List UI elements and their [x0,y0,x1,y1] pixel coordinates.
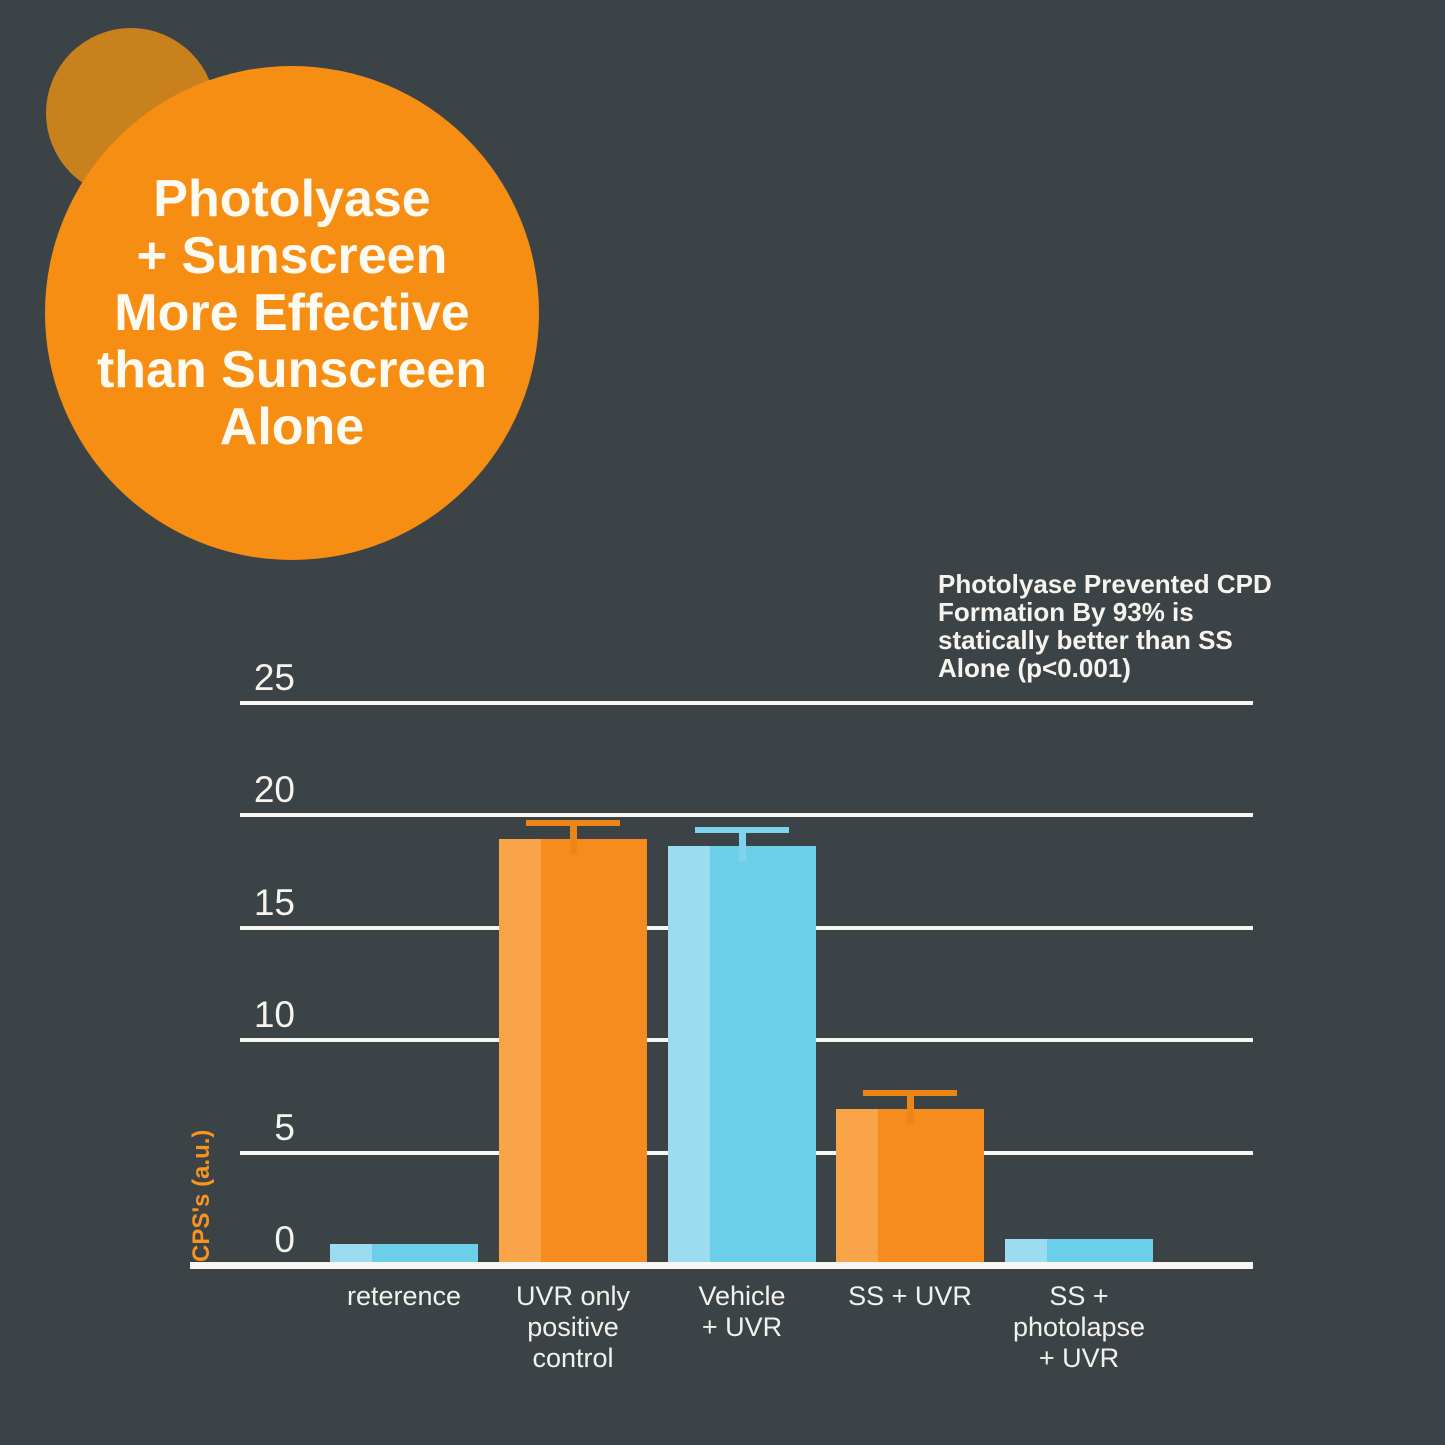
error-bar-cap-3 [863,1089,957,1096]
x-label-line: Vehicle [698,1281,786,1311]
x-label-line: SS + UVR [848,1281,972,1311]
bar-3-ss-uvr [836,1109,984,1262]
x-axis-line [190,1262,1253,1269]
y-tick-25: 25 [253,656,295,698]
gridline-25 [240,700,1253,705]
bar-4-ss-photolapse-uvr [1005,1239,1153,1262]
chart-annotation: Photolyase Prevented CPD Formation By 93… [938,570,1283,682]
annotation-line-3: statically better than SS [938,625,1233,655]
bar-highlight-strip [836,1109,878,1262]
x-label-line: + UVR [1038,1343,1120,1373]
y-tick-5: 5 [274,1106,295,1148]
bar-1-uvr-only-positive-control [499,839,647,1262]
error-bar-cap-1 [526,819,620,826]
title-line-1: Photolyase [153,169,431,228]
gridline-20 [240,813,1253,817]
title-line-4: than Sunscreen [96,340,488,399]
annotation-line-1: Photolyase Prevented CPD [938,569,1272,599]
error-bar-stem-1 [569,825,577,854]
x-label-4: SS + photolapse + UVR [964,1281,1194,1374]
title-line-3: More Effective [114,283,470,342]
page-title: Photolyase + Sunscreen More Effective th… [96,169,488,456]
x-label-3: SS + UVR [795,1281,1025,1312]
x-label-line: SS + [1049,1281,1109,1311]
bar-highlight-strip [668,846,710,1262]
error-bar-cap-2 [695,826,789,833]
x-label-1: UVR only positive control [458,1281,688,1374]
x-label-0: reterence [289,1281,519,1312]
bar-0-reterence [330,1244,478,1262]
y-tick-20: 20 [253,769,295,810]
annotation-line-2: Formation By 93% is [938,597,1194,627]
title-line-5: Alone [219,397,365,456]
bar-highlight-strip [330,1244,372,1262]
x-label-line: reterence [346,1281,462,1311]
x-label-line: positive [527,1312,619,1342]
error-bar-stem-2 [738,832,746,861]
bar-highlight-strip [499,839,541,1262]
x-label-line: control [532,1343,614,1373]
y-tick-0: 0 [274,1219,295,1260]
y-tick-10: 10 [253,994,295,1035]
x-label-line: photolapse [1012,1312,1146,1342]
x-label-line: UVR only [515,1281,631,1311]
bar-2-vehicle-uvr [668,846,816,1262]
bar-highlight-strip [1005,1239,1047,1262]
x-label-line: + UVR [701,1312,783,1342]
y-tick-15: 15 [253,881,295,923]
error-bar-stem-3 [906,1095,914,1124]
x-label-2: Vehicle + UVR [627,1281,857,1343]
annotation-line-4: Alone (p<0.001) [938,653,1131,683]
title-line-2: + Sunscreen [136,226,448,285]
title-circle: Photolyase + Sunscreen More Effective th… [45,66,539,560]
